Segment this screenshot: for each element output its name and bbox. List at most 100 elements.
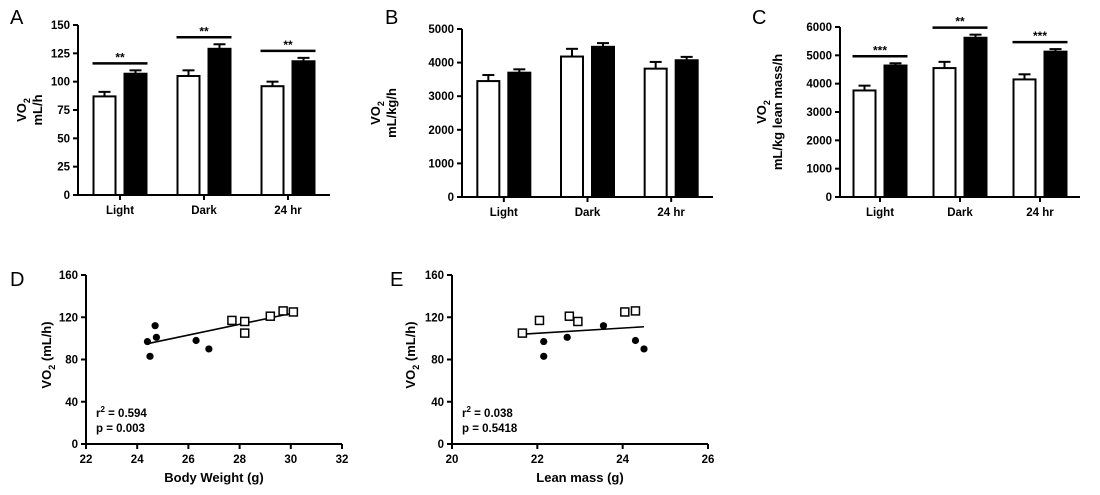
x-tick-label: 24 xyxy=(616,454,629,466)
x-tick-label: Light xyxy=(866,207,894,219)
y-tick-label: 6000 xyxy=(806,22,832,34)
significance-marker: ** xyxy=(955,15,965,29)
data-point-open xyxy=(239,328,250,338)
y-axis-title: VO2 (mL/h) xyxy=(39,321,57,388)
data-point-open xyxy=(573,316,583,327)
data-point-filled xyxy=(192,336,200,345)
bar-open xyxy=(260,85,285,196)
data-point-filled xyxy=(631,336,640,345)
significance-marker: ** xyxy=(199,24,209,38)
y-tick-label: 100 xyxy=(51,77,70,89)
data-point-open xyxy=(227,315,237,326)
bar-filled xyxy=(123,72,148,196)
bar-open xyxy=(176,75,201,196)
y-tick-label: 120 xyxy=(425,312,444,324)
y-tick-label: 75 xyxy=(57,105,70,117)
panel-letter: E xyxy=(390,269,403,291)
panel-C: C 0 1000 2000 3000 4000 5000 6000 Light *** Dark **… xyxy=(752,7,1080,219)
bar-filled xyxy=(507,71,532,198)
y-axis-unit: mL/kg lean mass/h xyxy=(770,54,785,170)
data-point-open xyxy=(517,328,528,338)
y-tick-label: 40 xyxy=(65,397,78,409)
x-tick-label: 24 hr xyxy=(657,207,685,219)
y-tick-label: 125 xyxy=(51,48,71,60)
data-point-open xyxy=(278,306,288,316)
x-tick-label: 24 hr xyxy=(274,205,302,217)
bar-open xyxy=(643,67,668,199)
y-axis-unit: mL/h xyxy=(30,94,45,125)
x-tick-label: 24 hr xyxy=(1026,207,1054,219)
data-point-open xyxy=(630,306,641,316)
y-axis-title: VO2 xyxy=(754,100,772,124)
panel-B: B 0 1000 2000 3000 4000 5000 Light Dark 24 hr xyxy=(385,7,713,219)
bar-filled xyxy=(963,36,988,199)
bar-open xyxy=(560,55,584,198)
x-tick-label: 20 xyxy=(446,454,459,466)
y-tick-label: 120 xyxy=(59,312,78,324)
data-point-filled xyxy=(205,345,213,353)
data-point-open xyxy=(239,316,250,327)
x-tick-label: 30 xyxy=(284,454,297,466)
bar-open xyxy=(932,67,957,199)
significance-marker: *** xyxy=(1033,29,1047,43)
data-point-open xyxy=(564,311,575,321)
x-tick-label: Dark xyxy=(575,207,601,219)
data-point-filled xyxy=(152,333,160,341)
bar-open xyxy=(92,95,117,196)
x-tick-label: Light xyxy=(106,205,134,217)
bar-open xyxy=(852,89,877,198)
y-tick-label: 40 xyxy=(431,397,444,409)
bar-open xyxy=(476,80,501,198)
y-tick-label: 1000 xyxy=(428,158,454,170)
significance-marker: ** xyxy=(115,50,125,64)
data-point-filled xyxy=(151,322,159,330)
data-point-open xyxy=(288,307,299,317)
bar-filled xyxy=(291,60,316,197)
significance-marker: *** xyxy=(873,43,887,57)
panel-letter: C xyxy=(752,7,766,29)
significance-marker: ** xyxy=(283,38,293,52)
panel-letter: A xyxy=(10,7,24,29)
y-tick-label: 3000 xyxy=(806,107,832,119)
y-tick-label: 4000 xyxy=(806,79,832,91)
data-point-filled xyxy=(143,337,152,346)
y-tick-label: 4000 xyxy=(428,58,454,70)
p-value-label: p = 0.5418 xyxy=(462,423,518,435)
y-tick-label: 2000 xyxy=(428,125,454,137)
data-point-filled xyxy=(563,333,571,341)
y-tick-label: 25 xyxy=(57,162,70,174)
y-tick-label: 0 xyxy=(448,192,454,204)
regression-line xyxy=(522,325,645,335)
panel-E-ylabel: VO2 (mL/h) xyxy=(403,321,421,388)
p-value-label: p = 0.003 xyxy=(96,423,145,435)
y-tick-label: 150 xyxy=(51,20,70,32)
x-tick-label: 26 xyxy=(702,454,715,466)
data-point-open xyxy=(620,307,630,317)
x-tick-label: 32 xyxy=(336,454,349,466)
bar-filled xyxy=(883,64,908,198)
y-tick-label: 0 xyxy=(64,190,70,202)
data-point-open xyxy=(534,315,545,326)
panel-A: A 0 25 50 75 100 125 150 Light ** Dark ** 24 hr ** xyxy=(10,7,330,217)
data-point-filled xyxy=(540,352,548,360)
y-tick-label: 0 xyxy=(438,439,444,451)
bar-open xyxy=(1012,78,1037,198)
data-point-filled xyxy=(599,322,608,330)
y-axis-title: VO2 (mL/h) xyxy=(403,321,421,388)
bar-filled xyxy=(1043,50,1068,199)
y-tick-label: 2000 xyxy=(806,135,832,147)
x-tick-label: 22 xyxy=(531,454,544,466)
data-point-open xyxy=(265,311,276,321)
x-tick-label: 22 xyxy=(80,454,93,466)
x-tick-label: Dark xyxy=(191,205,217,217)
data-point-filled xyxy=(146,352,154,360)
y-tick-label: 50 xyxy=(57,133,70,145)
x-axis-title: Body Weight (g) xyxy=(164,470,263,485)
panel-D: D 0 40 80 120 160 22 24 26 28 30 32 Body Weight (g) r… xyxy=(10,269,348,485)
panel-letter: B xyxy=(385,7,398,29)
bar-filled xyxy=(591,45,615,198)
